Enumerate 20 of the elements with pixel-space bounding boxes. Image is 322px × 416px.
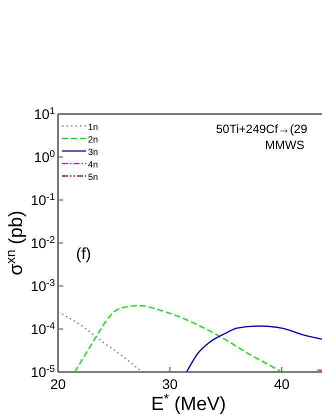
legend-label: 3n — [88, 147, 98, 157]
x-tick-label: 40 — [274, 376, 290, 392]
y-tick-label: 10$^{-2}$ — [30, 234, 55, 251]
annotation: 50Ti+249Cf→(29 — [216, 122, 308, 136]
line-series — [58, 311, 143, 372]
x-tick-label: 30 — [162, 376, 178, 392]
y-tick-label: 10$^{-1}$ — [30, 192, 55, 208]
line-series — [74, 304, 282, 372]
x-axis-title: E$^{*}$ (MeV) — [151, 390, 226, 415]
y-tick-label: 10$^{0}$ — [34, 148, 56, 165]
legend-label: 5n — [88, 172, 98, 182]
legend-label: 4n — [88, 160, 98, 170]
legend-label: 1n — [88, 122, 98, 132]
annotation: (f) — [76, 246, 92, 263]
legend-label: 2n — [88, 134, 98, 144]
line-series — [186, 325, 322, 372]
annotation: MMWS — [265, 138, 304, 152]
y-tick-label: 10$^{1}$ — [34, 106, 55, 122]
y-tick-label: 10$^{-4}$ — [30, 320, 56, 337]
y-tick-label: 10$^{-3}$ — [30, 278, 56, 294]
